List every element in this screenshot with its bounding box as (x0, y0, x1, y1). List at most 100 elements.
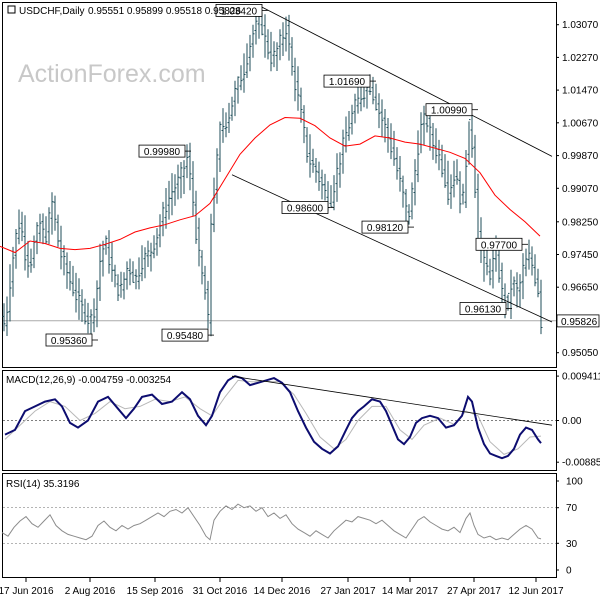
price-bar (524, 248, 528, 277)
annotation-box (459, 302, 507, 315)
annotation-box (475, 237, 523, 251)
price-bar (359, 87, 363, 112)
price-bar (353, 93, 357, 124)
price-bar (272, 41, 276, 68)
price-bar (527, 239, 531, 270)
moving-average-line (0, 116, 541, 254)
price-y-tick-label: 0.95050 (562, 348, 599, 359)
annotation-box (361, 220, 409, 234)
price-bar (152, 235, 156, 259)
price-bar (251, 24, 255, 58)
price-bar (170, 173, 174, 216)
price-bar (107, 230, 111, 274)
annotation-box (161, 328, 209, 342)
price-bar (302, 105, 306, 144)
price-bar (446, 160, 450, 205)
price-bar (533, 254, 537, 287)
price-bar (413, 159, 417, 206)
price-bar (305, 127, 309, 163)
price-y-tick-label: 1.01470 (562, 86, 599, 97)
price-bar (206, 280, 210, 329)
price-bar (296, 66, 300, 111)
x-axis-tick-label: 17 Jun 2016 (0, 586, 54, 597)
price-bar (455, 159, 459, 185)
price-bar (416, 130, 420, 183)
price-y-tick-label: 0.98250 (562, 217, 599, 228)
annotation-box (281, 201, 329, 214)
price-bar (218, 121, 222, 172)
annotation-label: 0.95480 (167, 331, 204, 342)
price-y-tick-label: 1.00670 (562, 118, 599, 129)
price-bar (5, 296, 9, 336)
annotation-label: 0.98120 (367, 223, 404, 234)
price-bar (347, 111, 351, 141)
annotation-label: 0.95360 (51, 336, 88, 347)
price-bar (431, 123, 435, 160)
price-bar (248, 34, 252, 72)
price-bar (221, 108, 225, 143)
price-bar (449, 174, 453, 209)
macd-header: MACD(12,26,9) -0.004759 -0.003254 (6, 375, 172, 386)
price-bar (149, 242, 153, 272)
price-bar (398, 156, 402, 192)
price-bar (41, 213, 45, 245)
price-annotation: 1.03420 (215, 4, 268, 17)
price-bar (113, 264, 117, 288)
x-axis-tick-label: 14 Dec 2016 (254, 586, 311, 597)
rsi-y-tick-label: 100 (566, 477, 583, 488)
price-bar (44, 216, 48, 244)
annotation-label: 1.01690 (329, 77, 366, 88)
price-bar (155, 228, 159, 256)
price-bar (467, 119, 471, 165)
price-bar (389, 123, 393, 160)
price-bar (488, 258, 492, 286)
last-price-box (556, 314, 600, 328)
price-bar (11, 246, 15, 297)
price-bar (26, 240, 30, 278)
x-axis-tick-label: 31 Oct 2016 (193, 586, 248, 597)
x-axis-tick-label: 27 Apr 2017 (447, 586, 501, 597)
price-bar (518, 274, 522, 308)
price-annotation: 0.95480 (161, 328, 214, 342)
price-bar (422, 105, 426, 146)
price-trendline (261, 6, 553, 157)
price-bar (329, 185, 333, 208)
macd-y-tick-label: 0.009411 (562, 372, 600, 383)
price-bar (68, 261, 72, 291)
x-axis-tick-label: 27 Jan 2017 (320, 586, 375, 597)
price-bar (332, 175, 336, 211)
price-bar (323, 173, 327, 201)
price-annotation: 0.99980 (138, 144, 191, 158)
price-y-tick-label: 0.97450 (562, 250, 599, 261)
price-bar (239, 65, 243, 91)
annotation-box (45, 333, 93, 347)
price-y-tick-label: 0.99070 (562, 184, 599, 195)
price-bar (275, 42, 279, 71)
price-bar (485, 250, 489, 276)
last-price-label: 0.95826 (561, 317, 598, 328)
macd-y-tick-label: 0.00 (562, 416, 582, 427)
price-bar (104, 235, 108, 255)
annotation-label: 0.99980 (144, 147, 181, 158)
price-bar (50, 192, 54, 235)
price-bar (491, 249, 495, 289)
price-bar (56, 214, 60, 247)
price-bar (512, 276, 516, 297)
price-bar (317, 161, 321, 191)
annotation-label: 1.03420 (221, 6, 258, 17)
price-bar (14, 229, 18, 269)
price-y-tick-label: 0.96650 (562, 283, 599, 294)
price-bar (530, 246, 534, 276)
price-bar (53, 195, 57, 231)
annotation-box (425, 103, 473, 117)
price-bar (410, 182, 414, 220)
price-bar (59, 225, 63, 270)
price-bar (380, 99, 384, 137)
price-bar (458, 171, 462, 214)
price-bar (392, 130, 396, 166)
price-bar (320, 169, 324, 200)
price-bar (443, 154, 447, 188)
price-bar (116, 274, 120, 301)
price-bar (101, 240, 105, 277)
